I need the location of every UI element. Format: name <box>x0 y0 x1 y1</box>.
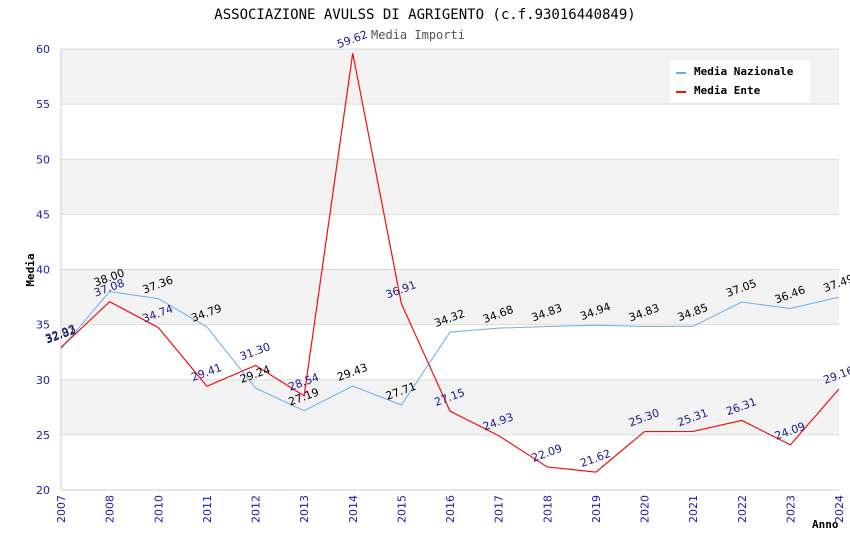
x-tick-label: 2012 <box>250 495 263 523</box>
x-tick-label: 2020 <box>639 495 652 523</box>
y-tick-label: 50 <box>36 153 50 166</box>
grid-band <box>61 379 839 435</box>
x-tick-label: 2008 <box>104 495 117 523</box>
legend-label-media-ente: Media Ente <box>694 84 761 97</box>
grid-bands <box>61 49 839 435</box>
x-tick-label: 2017 <box>493 495 506 523</box>
data-label-media-ente: 31.30 <box>238 340 272 363</box>
x-tick-label: 2024 <box>833 495 846 523</box>
x-tick-label: 2015 <box>395 495 408 523</box>
gridlines <box>60 48 839 491</box>
series-lines <box>60 53 840 473</box>
x-tick-label: 2016 <box>444 495 457 523</box>
series-line-media-nazionale <box>60 291 840 412</box>
x-axis-ticks: 2007 2008 2010 2011 2012 2013 2014 2015 2016 2017… <box>55 495 846 523</box>
grid-band <box>61 159 839 215</box>
x-axis-label: Anno <box>812 518 839 531</box>
y-tick-label: 55 <box>36 98 50 111</box>
y-tick-label: 45 <box>36 208 50 221</box>
y-tick-label: 20 <box>36 484 50 497</box>
y-axis-label: Media <box>24 253 37 286</box>
x-tick-label: 2011 <box>201 495 214 523</box>
grid-band <box>61 269 839 325</box>
chart-title: ASSOCIAZIONE AVULSS DI AGRIGENTO (c.f.93… <box>214 7 635 23</box>
x-tick-label: 2018 <box>541 495 554 523</box>
data-label-media-ente: 21.62 <box>578 447 612 470</box>
data-label-media-ente: 59.62 <box>335 28 369 51</box>
data-label-media-ente: 22.09 <box>530 442 564 465</box>
y-tick-label: 40 <box>36 264 50 277</box>
y-tick-label: 60 <box>36 43 50 56</box>
x-tick-label: 2019 <box>590 495 603 523</box>
x-tick-label: 2007 <box>55 495 68 523</box>
chart-subtitle: Media Importi <box>371 28 465 42</box>
x-tick-label: 2014 <box>347 495 360 523</box>
y-tick-label: 35 <box>36 319 50 332</box>
x-tick-label: 2021 <box>687 495 700 523</box>
y-tick-label: 30 <box>36 374 50 387</box>
series-line-media-ente <box>60 53 840 473</box>
y-tick-label: 25 <box>36 429 50 442</box>
y-axis-ticks: 20 25 30 35 40 45 50 55 60 <box>36 43 50 497</box>
legend-label-media-nazionale: Media Nazionale <box>694 65 794 78</box>
x-tick-label: 2010 <box>152 495 165 523</box>
x-tick-label: 2013 <box>298 495 311 523</box>
legend-box <box>670 60 810 102</box>
x-tick-label: 2023 <box>784 495 797 523</box>
x-tick-label: 2022 <box>736 495 749 523</box>
legend: Media Nazionale Media Ente <box>670 60 810 102</box>
